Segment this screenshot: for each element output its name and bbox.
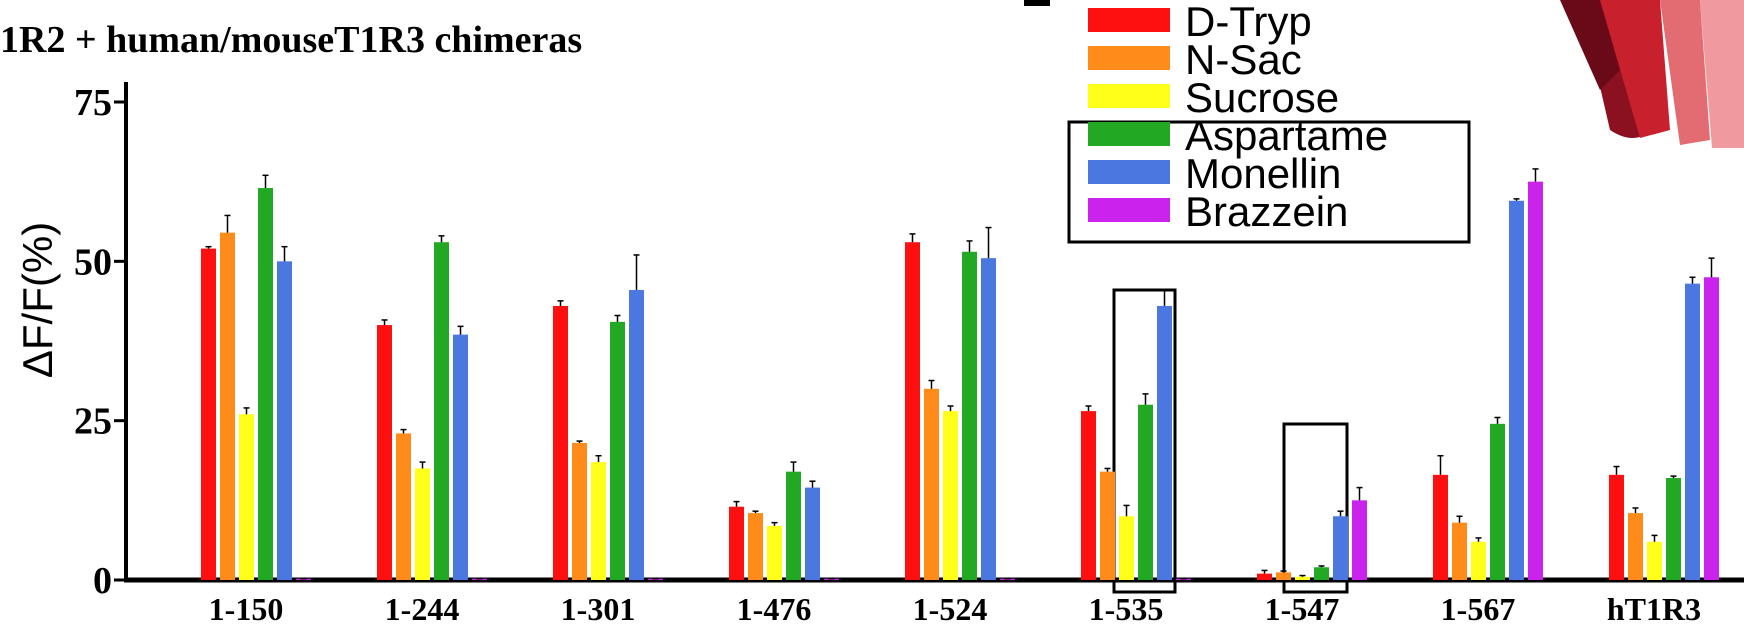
bar (962, 251, 977, 581)
legend-swatch (1088, 122, 1170, 146)
bar (1333, 516, 1348, 580)
x-tick-label: 1-524 (913, 591, 988, 625)
y-tick-label: 25 (74, 401, 112, 443)
bar (1471, 541, 1486, 580)
bar (767, 525, 782, 580)
bar (805, 487, 820, 580)
legend-swatch (1088, 8, 1170, 32)
bar (729, 506, 744, 580)
legend-label: D-Tryp (1185, 0, 1312, 45)
bar (1666, 478, 1681, 580)
bar (415, 468, 430, 580)
bar (1314, 567, 1329, 580)
bar (629, 290, 644, 580)
bar (943, 411, 958, 580)
x-tick-label: 1-476 (737, 591, 812, 625)
bar (1647, 541, 1662, 580)
bar (1509, 200, 1524, 580)
legend-swatch (1088, 46, 1170, 70)
bar (1276, 572, 1291, 580)
bar (1138, 404, 1153, 580)
bar (553, 305, 568, 580)
decoration (1024, 0, 1050, 6)
legend-label: Brazzein (1185, 188, 1348, 235)
highlight-box (1112, 288, 1177, 594)
legend-swatch (1088, 160, 1170, 184)
x-tick-label: 1-244 (385, 591, 460, 625)
bar (453, 334, 468, 580)
bar (434, 242, 449, 581)
bar (1352, 500, 1367, 580)
bar (1704, 277, 1719, 580)
bar (1433, 474, 1448, 580)
bar (201, 248, 216, 580)
bar (277, 261, 292, 580)
chart-title: 1R2 + human/mouseT1R3 chimeras (0, 19, 582, 61)
legend-label: Monellin (1185, 150, 1341, 197)
bar (905, 242, 920, 581)
bar (924, 388, 939, 580)
bar (591, 462, 606, 580)
bar (396, 433, 411, 580)
bar (572, 442, 587, 580)
x-tick-label: 1-535 (1089, 591, 1164, 625)
bar (220, 232, 235, 581)
bar (1295, 576, 1310, 580)
bar (981, 258, 996, 580)
bar (1685, 283, 1700, 580)
x-tick-label: 1-547 (1265, 591, 1340, 625)
legend-swatch (1088, 84, 1170, 108)
bar (1452, 522, 1467, 580)
legend-label: Sucrose (1185, 74, 1339, 121)
highlight-box (1282, 422, 1349, 594)
bar (610, 321, 625, 580)
bar (786, 471, 801, 580)
legend-swatch (1088, 198, 1170, 222)
x-tick-label: hT1R3 (1607, 591, 1701, 625)
y-axis-label: ΔF/F(%) (14, 222, 61, 378)
bar (1257, 573, 1272, 580)
bar (1100, 471, 1115, 580)
bar (239, 414, 254, 580)
legend-highlight-box (1067, 120, 1471, 244)
bar (1628, 513, 1643, 580)
bar (1528, 181, 1543, 580)
y-tick-label: 75 (74, 82, 112, 124)
bar (1609, 474, 1624, 580)
legend-label: Aspartame (1185, 112, 1388, 159)
bar (1490, 423, 1505, 580)
x-tick-label: 1-150 (209, 591, 284, 625)
x-tick-label: 1-567 (1441, 591, 1516, 625)
bar (1157, 305, 1172, 580)
bar (1081, 411, 1096, 580)
receptor-illustration (1560, 0, 1744, 148)
bar (377, 325, 392, 580)
x-tick-label: 1-301 (561, 591, 636, 625)
bar (1119, 516, 1134, 580)
legend-label: N-Sac (1185, 36, 1302, 83)
bar (748, 513, 763, 580)
y-tick-label: 50 (74, 241, 112, 283)
bar (258, 188, 273, 581)
y-tick-label: 0 (93, 560, 112, 602)
